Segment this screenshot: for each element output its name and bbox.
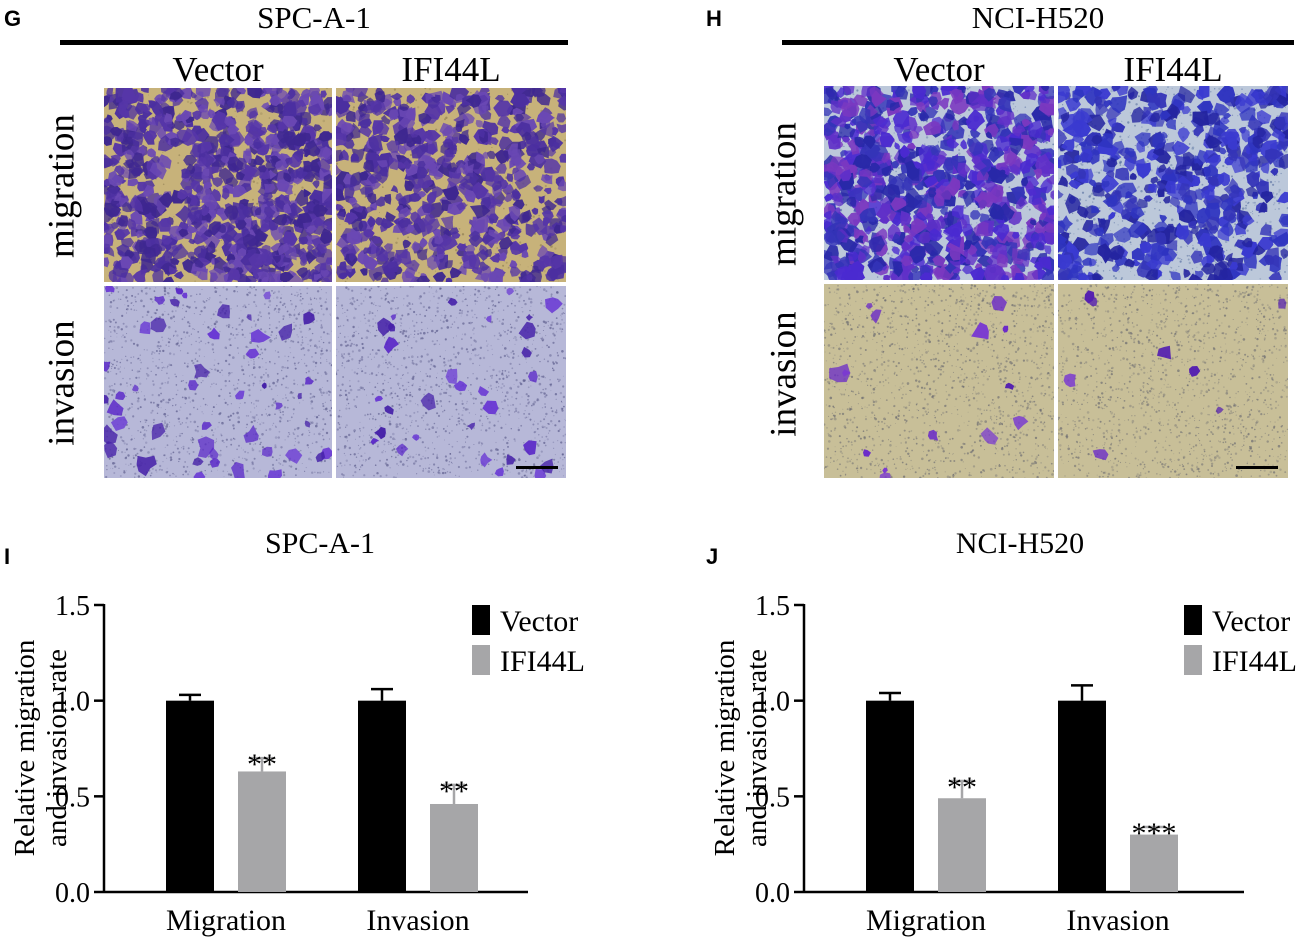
chart-i-ytick-label: 1.5	[55, 591, 90, 622]
panel-letter-h: H	[706, 6, 722, 31]
chart-j-bar-ifi44l-invasion	[1130, 834, 1178, 892]
bar-chart-nci-h520: NCI-H520 0.0 0.5 1.0 1.5 Relative migration an…	[709, 527, 1297, 937]
panel-g-row-invasion: invasion	[41, 320, 83, 446]
chart-j-ytick-label: 0.5	[755, 782, 790, 813]
chart-j-legend-swatch	[1184, 605, 1202, 635]
chart-j-ylabel-line: Relative migration	[709, 639, 741, 856]
micrograph-g-invasion-ifi44l	[336, 286, 566, 478]
panel-letter-j: J	[706, 544, 719, 569]
scale-bar-h	[1236, 466, 1278, 469]
chart-i-significance: **	[439, 775, 469, 808]
chart-j-legend-label: IFI44L	[1212, 645, 1297, 678]
chart-i-ylabel-line: and invasion rate	[41, 649, 73, 847]
chart-j-ylabel-line: and invasion rate	[741, 649, 773, 847]
micrograph-h-migration-vector	[824, 86, 1054, 280]
micrograph-g-invasion-vector	[104, 286, 332, 478]
chart-i-ytick-label: 0.5	[55, 782, 90, 813]
micrograph-h-invasion-vector	[824, 284, 1054, 478]
chart-j-category-label: Migration	[866, 904, 986, 937]
chart-j-significance: ***	[1132, 817, 1177, 850]
panel-h-col-ifi44l: IFI44L	[1123, 50, 1223, 89]
panel-h-row-migration: migration	[763, 122, 805, 266]
micrograph-g-migration-vector	[104, 88, 332, 282]
chart-j-legend-label: Vector	[1212, 605, 1290, 638]
panel-g-title-rule	[60, 40, 568, 45]
panel-letter-g: G	[4, 6, 22, 31]
micrograph-h-migration-ifi44l	[1058, 86, 1288, 280]
scale-bar-g	[516, 466, 558, 469]
chart-j-significance: **	[947, 771, 977, 804]
chart-i-legend-swatch	[472, 605, 490, 635]
micrograph-h-invasion-ifi44l	[1058, 284, 1288, 478]
chart-i-legend-label: IFI44L	[500, 645, 585, 678]
chart-i-category-label: Invasion	[366, 904, 469, 937]
chart-i-legend-label: Vector	[500, 605, 578, 638]
chart-i-category-label: Migration	[166, 904, 286, 937]
chart-j-legend-swatch	[1184, 645, 1202, 675]
chart-j-bar-ifi44l-migration	[938, 798, 986, 892]
chart-i-legend-swatch	[472, 645, 490, 675]
chart-i-ytick-label: 0.0	[55, 878, 90, 909]
panel-h-title-rule	[782, 40, 1294, 45]
panel-h-title: NCI-H520	[971, 0, 1105, 35]
chart-j-bar-vector-migration	[866, 700, 914, 892]
chart-i-title: SPC-A-1	[265, 527, 375, 560]
chart-i-bar-ifi44l-migration	[238, 771, 286, 892]
chart-j-title: NCI-H520	[956, 527, 1084, 560]
panel-g-row-migration: migration	[41, 114, 83, 258]
panel-g-title: SPC-A-1	[257, 0, 371, 35]
chart-j-bar-vector-invasion	[1058, 700, 1106, 892]
panel-g-col-ifi44l: IFI44L	[401, 50, 501, 89]
panel-g-col-vector: Vector	[172, 50, 264, 89]
chart-i-ylabel-line: Relative migration	[9, 639, 41, 856]
chart-j-ytick-label: 1.0	[755, 687, 790, 718]
micrograph-g-migration-ifi44l	[336, 88, 566, 282]
chart-i-bar-vector-migration	[166, 700, 214, 892]
bar-chart-spc-a-1: SPC-A-1 0.0 0.5 1.0 1.5 Relative migration and…	[9, 527, 585, 937]
chart-i-significance: **	[247, 748, 277, 781]
chart-j-ytick-label: 1.5	[755, 591, 790, 622]
chart-i-bar-vector-invasion	[358, 700, 406, 892]
panel-h-row-invasion: invasion	[763, 311, 805, 437]
panel-h-col-vector: Vector	[893, 50, 985, 89]
chart-i-bar-ifi44l-invasion	[430, 803, 478, 892]
chart-j-category-label: Invasion	[1066, 904, 1169, 937]
chart-j-ytick-label: 0.0	[755, 878, 790, 909]
chart-i-ytick-label: 1.0	[55, 687, 90, 718]
panel-letter-i: I	[4, 544, 11, 569]
